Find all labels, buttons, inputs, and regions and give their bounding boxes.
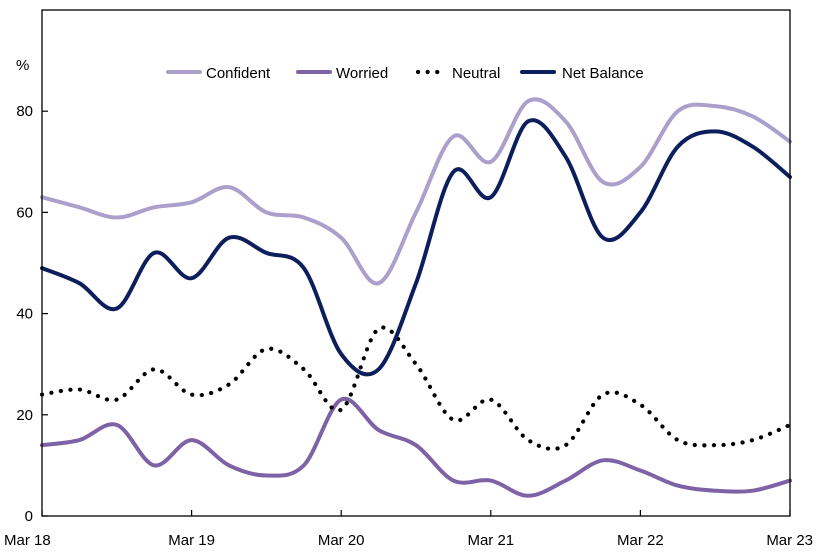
y-tick-label: 40 [16, 306, 33, 323]
x-tick-label: Mar 21 [467, 532, 514, 549]
legend-label-worried: Worried [336, 65, 388, 82]
x-tick-label: Mar 22 [617, 532, 664, 549]
y-tick-label: 80 [16, 103, 33, 120]
y-tick-label: 20 [16, 407, 33, 424]
series-lines [39, 97, 793, 498]
legend-label-neutral: Neutral [452, 65, 500, 82]
y-tick-label: 0 [25, 508, 33, 525]
legend-label-net-balance: Net Balance [562, 65, 644, 82]
series-line-confident [40, 97, 792, 286]
legend-label-confident: Confident [206, 65, 271, 82]
series-line-worried [40, 396, 792, 498]
series-line-neutral [39, 325, 793, 452]
x-tick-label: Mar 18 [4, 532, 51, 549]
y-tick-label: 60 [16, 204, 33, 221]
axes: 0 20 40 60 80 Mar 18 Mar 19 Mar 20 Mar 21 Mar 22 M… [4, 103, 813, 549]
x-tick-label: Mar 19 [168, 532, 215, 549]
x-tick-label: Mar 20 [318, 532, 365, 549]
legend: Confident Worried Neutral Net Balance [166, 65, 644, 82]
series-line-net-balance [40, 118, 792, 377]
x-tick-label: Mar 23 [766, 532, 813, 549]
plot-frame [41, 9, 791, 517]
y-axis-label: % [16, 57, 29, 74]
